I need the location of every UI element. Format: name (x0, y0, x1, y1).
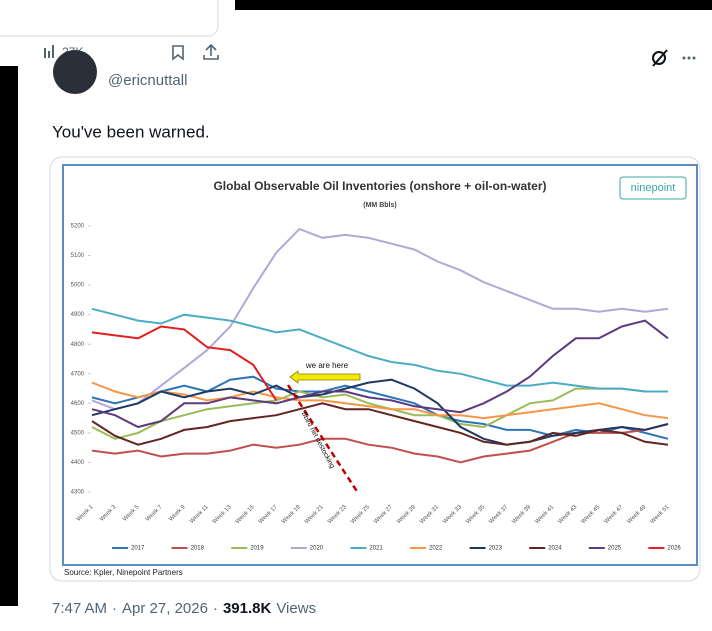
y-tick-label: 5100 (71, 253, 85, 259)
icon (52, 45, 54, 58)
dark-strip (0, 66, 18, 606)
more-button[interactable] (682, 56, 696, 60)
series-line (91, 325, 278, 401)
chart-panel (62, 164, 698, 566)
logo-box (619, 176, 687, 200)
chart-title: Global Observable Oil Inventories (onsho… (213, 179, 546, 193)
y-tick-label: 4600 (71, 401, 85, 407)
logo: ninepoint (631, 182, 676, 194)
share-icon[interactable] (203, 43, 219, 60)
separator: · (213, 600, 218, 617)
footer-date[interactable]: Apr 27, 2026 (122, 600, 208, 617)
icon (48, 51, 50, 58)
grok-icon[interactable] (652, 49, 668, 67)
legend-label: 2026 (667, 546, 681, 552)
icon (652, 51, 666, 65)
series-line (91, 402, 669, 446)
icon (692, 56, 696, 60)
y-tick-label: 5200 (71, 224, 85, 230)
legend-label: 2017 (131, 546, 145, 552)
trend-line (286, 384, 360, 494)
separator: · (112, 600, 117, 617)
legend-label: 2018 (191, 546, 205, 552)
footer: 7:47 AM · Apr 27, 2026 · 391.8K Views (52, 600, 316, 617)
bookmark-icon[interactable] (172, 45, 184, 61)
handle[interactable]: @ericnuttall (108, 72, 187, 89)
series-line (91, 227, 669, 411)
legend-label: 2025 (608, 546, 622, 552)
avatar[interactable] (53, 50, 97, 94)
chart-subtitle: (MM Bbls) (363, 202, 396, 209)
y-tick-label: 4800 (71, 342, 85, 348)
y-tick-label: 4300 (71, 490, 85, 496)
footer-time[interactable]: 7:47 AM (52, 600, 107, 617)
series-line (91, 319, 669, 429)
footer-views-label: Views (276, 600, 316, 617)
series-line (91, 375, 669, 440)
legend-label: 2023 (489, 546, 503, 552)
dark-band (235, 0, 712, 10)
quoted-card[interactable] (0, 0, 219, 37)
y-tick-label: 5000 (71, 283, 85, 289)
series-line (91, 307, 668, 393)
footer-views-count: 391.8K (223, 600, 272, 617)
icon (652, 49, 668, 67)
icon (687, 56, 691, 60)
series-line (91, 378, 669, 446)
series-line (91, 387, 668, 440)
chart-source: Source: Kpler, Ninepoint Partners (64, 568, 183, 577)
y-tick-label: 4400 (71, 460, 85, 466)
y-tick-label: 4500 (71, 430, 85, 436)
y-tick-label: 4900 (71, 312, 85, 318)
annotation-arrow (289, 370, 361, 384)
tweet-text: You've been warned. (52, 122, 210, 141)
annotation: we are here (305, 361, 349, 370)
icon (44, 48, 46, 58)
legend-label: 2019 (250, 546, 264, 552)
y-tick-label: 4700 (71, 371, 85, 377)
icon (682, 56, 686, 60)
legend-label: 2021 (369, 546, 383, 552)
legend-label: 2022 (429, 546, 443, 552)
legend-label: 2024 (548, 546, 562, 552)
legend-label: 2020 (310, 546, 324, 552)
